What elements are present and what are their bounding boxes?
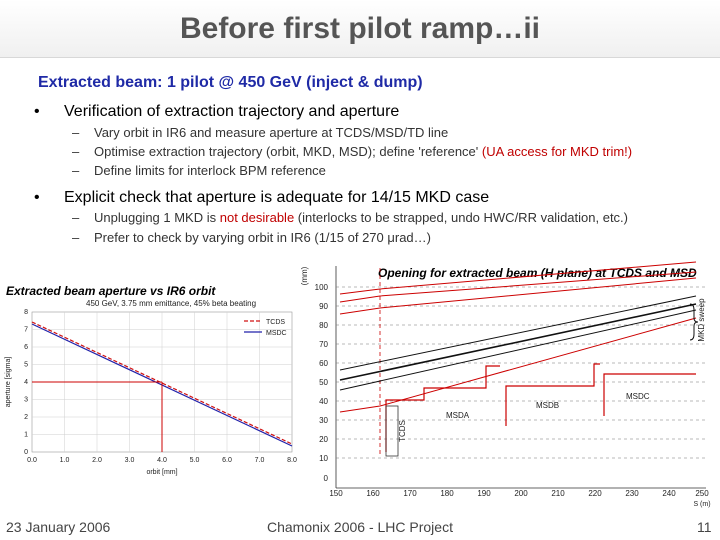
msda-aperture	[385, 365, 500, 452]
left-ytick: 6	[24, 344, 28, 351]
sweep-line-2	[339, 271, 697, 303]
right-xtick: 230	[625, 489, 639, 498]
right-ytick: 70	[319, 340, 328, 349]
sub-bullet-text: Define limits for interlock BPM referenc…	[94, 163, 326, 178]
footer-page-number: 11	[697, 519, 712, 535]
left-xtick: 0.0	[27, 457, 37, 464]
right-ytick: 30	[319, 416, 328, 425]
msdb-label: MSDB	[536, 401, 559, 410]
slide-title: Before first pilot ramp…ii	[179, 12, 541, 45]
sub-bullet-1-2: – Optimise extraction trajectory (orbit, …	[72, 144, 632, 159]
right-plot-grid	[336, 286, 706, 459]
left-ytick: 1	[24, 432, 28, 439]
beam-line-center	[339, 303, 697, 381]
sub-bullet-text: Unplugging 1 MKD is	[94, 210, 220, 225]
beam-line-lower	[339, 309, 697, 391]
sweep-brace	[689, 303, 699, 341]
left-ytick: 2	[24, 414, 28, 421]
sub-bullet-highlight: not desirable	[219, 210, 295, 225]
sub-bullet-2-1: – Unplugging 1 MKD is not desirable (inte…	[72, 210, 628, 225]
right-xtick: 200	[514, 489, 528, 498]
right-ytick: 50	[319, 378, 328, 387]
left-plot: 450 GeV, 3.75 mm emittance, 45% beta bea…	[5, 299, 297, 476]
title-bar: Before first pilot ramp…ii	[0, 0, 720, 58]
right-xtick: 150	[329, 489, 343, 498]
sub-bullet-highlight: (UA access for MKD trim!)	[481, 144, 633, 159]
left-xtick: 5.0	[190, 457, 200, 464]
right-ytick: 80	[319, 321, 328, 330]
slide-subtitle: Extracted beam: 1 pilot @ 450 GeV (injec…	[38, 74, 423, 91]
right-plot-caption: Opening for extracted beam (H plane) at …	[378, 266, 697, 280]
left-xtick: 1.0	[60, 457, 70, 464]
left-ytick: 8	[24, 309, 28, 316]
sweep-line-4	[339, 317, 697, 413]
right-xtick: 210	[551, 489, 565, 498]
right-ylabel: (mm)	[300, 266, 309, 285]
sweep-line-1	[339, 261, 697, 295]
right-xlabel: S (m)	[693, 501, 710, 508]
left-ylabel: aperture [sigma]	[5, 357, 12, 408]
sub-bullet-1-1: – Vary orbit in IR6 and measure aperture …	[72, 125, 448, 140]
left-ytick: 7	[24, 327, 28, 334]
bullet-marker: •	[34, 189, 40, 206]
right-xtick: 240	[662, 489, 676, 498]
beam-line-upper	[339, 295, 697, 371]
left-plot-caption: Extracted beam aperture vs IR6 orbit	[6, 284, 216, 298]
right-ytick: 90	[319, 302, 328, 311]
sweep-label: MKD sweep	[697, 298, 706, 342]
left-xlabel: orbit [mm]	[146, 469, 177, 476]
dash: –	[72, 125, 80, 140]
left-ytick: 4	[24, 379, 28, 386]
right-ytick: 20	[319, 435, 328, 444]
msdc-aperture	[603, 373, 696, 416]
right-xtick: 220	[588, 489, 602, 498]
right-xtick: 250	[695, 489, 709, 498]
sweep-line-3	[339, 277, 697, 315]
bullet-text: Explicit check that aperture is adequate…	[64, 189, 490, 206]
right-ytick: 10	[319, 454, 328, 463]
msda-label: MSDA	[446, 411, 470, 420]
left-xtick: 6.0	[222, 457, 232, 464]
sub-bullet-1-3: – Define limits for interlock BPM referen…	[72, 163, 326, 178]
dash: –	[72, 210, 80, 225]
sub-bullet-text-after: (interlocks to be strapped, undo HWC/RR …	[294, 210, 628, 225]
sub-bullet-2-2: – Prefer to check by varying orbit in IR6…	[72, 230, 431, 245]
msdb-aperture	[505, 363, 600, 426]
dash: –	[72, 144, 80, 159]
left-xtick: 7.0	[255, 457, 265, 464]
footer-date: 23 January 2006	[6, 519, 111, 535]
left-ytick: 5	[24, 362, 28, 369]
left-plot-header: 450 GeV, 3.75 mm emittance, 45% beta bea…	[86, 299, 256, 308]
bullet-text: Verification of extraction trajectory an…	[64, 103, 400, 120]
sub-bullet-text: Prefer to check by varying orbit in IR6 …	[94, 230, 431, 245]
left-ytick: 3	[24, 397, 28, 404]
dash: –	[72, 230, 80, 245]
right-xtick: 170	[403, 489, 417, 498]
sub-bullet-text: Vary orbit in IR6 and measure aperture a…	[94, 125, 449, 140]
left-xtick: 4.0	[157, 457, 167, 464]
bullet-marker: •	[34, 103, 40, 120]
left-xtick: 8.0	[287, 457, 297, 464]
dash: –	[72, 163, 80, 178]
legend-tcds-label: TCDS	[266, 319, 285, 326]
right-ytick: 0	[324, 474, 329, 483]
right-ytick: 60	[319, 359, 328, 368]
right-xtick: 160	[366, 489, 380, 498]
right-plot: (mm) 0 10 20 30 40 50 60 70 80 90 100 15…	[300, 261, 711, 508]
legend-msdc-label: MSDC	[266, 330, 287, 337]
tcds-box	[385, 405, 399, 457]
right-xtick: 190	[477, 489, 491, 498]
right-ytick: 100	[315, 283, 329, 292]
msdc-label: MSDC	[626, 392, 650, 401]
footer-center: Chamonix 2006 - LHC Project	[267, 519, 453, 535]
left-xtick: 3.0	[125, 457, 135, 464]
right-xtick: 180	[440, 489, 454, 498]
left-xtick: 2.0	[92, 457, 102, 464]
left-ytick: 0	[24, 449, 28, 456]
sub-bullet-text: Optimise extraction trajectory (orbit, M…	[94, 144, 482, 159]
tcds-label: TCDS	[398, 420, 407, 442]
right-ytick: 40	[319, 397, 328, 406]
